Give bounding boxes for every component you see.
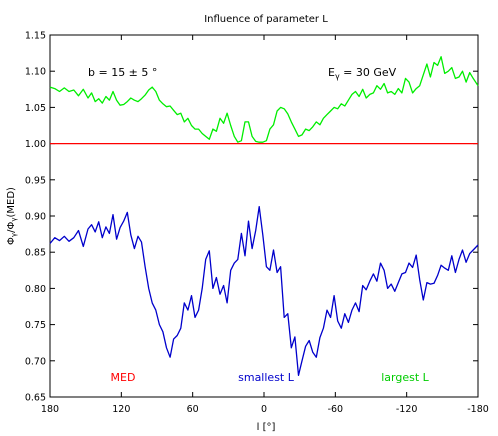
plot-frame [49,34,479,398]
series-line-largest-l [49,56,479,143]
y-tick-label: 0.90 [25,212,46,223]
series-line-smallest-l [49,205,479,376]
y-tick-label: 0.80 [25,284,46,295]
b-annotation: b = 15 ± 5 ° [88,66,157,79]
y-tick-label: 1.00 [25,139,46,150]
x-axis: 180 120 60 0 -60 -120 -180 [41,35,489,415]
x-axis-label: l [°] [257,422,276,433]
x-tick-label: 120 [112,404,130,415]
y-tick-label: 0.75 [25,320,46,331]
chart-title: Influence of parameter L [204,14,328,25]
x-tick-label: -120 [396,404,418,415]
x-tick-label: -180 [467,404,489,415]
x-tick-label: -60 [328,404,344,415]
legend-med: MED [111,371,136,384]
y-tick-label: 0.85 [25,248,46,259]
x-tick-label: 60 [187,404,199,415]
y-axis: 0.65 0.70 0.75 0.80 0.85 0.90 0.95 1.00 1.05 1.10… [25,31,478,404]
x-tick-label: 0 [261,404,267,415]
x-tick-label: 180 [41,404,59,415]
y-tick-label: 0.70 [25,356,46,367]
y-tick-label: 0.65 [25,393,46,404]
energy-annotation: Eγ = 30 GeV [328,66,397,81]
legend-smallest-l: smallest L [238,371,295,384]
y-tick-label: 1.15 [25,31,46,42]
y-axis-label: Φγ/Φγ(MED) [6,187,18,245]
series-layer [49,56,479,376]
y-tick-label: 1.10 [25,67,46,78]
y-tick-label: 0.95 [25,175,46,186]
y-tick-label: 1.05 [25,103,46,114]
legend-largest-l: largest L [381,371,429,384]
